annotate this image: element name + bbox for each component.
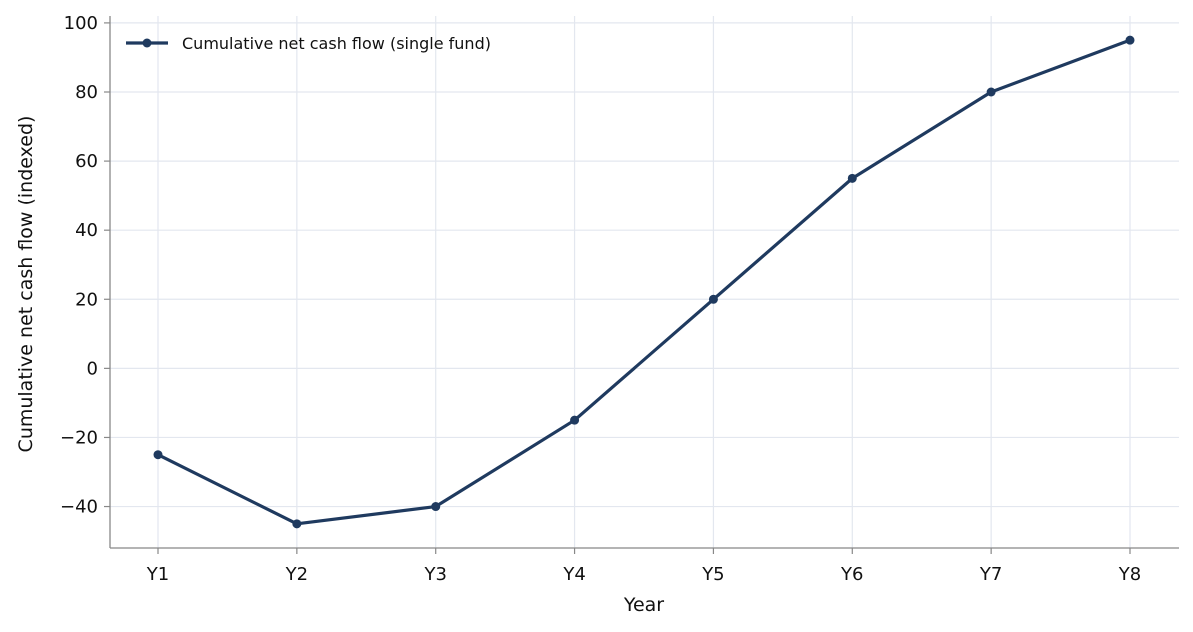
- x-tick-label: Y6: [840, 564, 863, 585]
- data-point: [570, 415, 580, 425]
- x-tick-label: Y2: [285, 564, 308, 585]
- data-point: [986, 87, 996, 97]
- x-tick-label: Y4: [562, 564, 585, 585]
- x-tick-label: Y1: [146, 564, 169, 585]
- y-axis-title: Cumulative net cash flow (indexed): [15, 116, 37, 453]
- series: [153, 35, 1135, 529]
- y-tick-label: −40: [60, 497, 98, 518]
- legend-label: Cumulative net cash flow (single fund): [182, 34, 491, 53]
- x-tick-label: Y3: [423, 564, 446, 585]
- y-tick-label: 20: [75, 289, 98, 310]
- legend-marker: [142, 38, 152, 48]
- y-tick-label: −20: [60, 427, 98, 448]
- y-tick-label: 100: [64, 13, 98, 34]
- y-tick-label: 60: [75, 151, 98, 172]
- y-tick-label: 40: [75, 220, 98, 241]
- grid: [110, 16, 1179, 548]
- y-tick-label: 0: [87, 358, 98, 379]
- series-line: [156, 38, 1132, 526]
- data-point: [153, 450, 163, 460]
- data-point: [847, 173, 857, 183]
- data-point: [431, 502, 441, 512]
- x-tick-label: Y5: [701, 564, 724, 585]
- y-tick-label: 80: [75, 82, 98, 103]
- legend: Cumulative net cash flow (single fund): [126, 34, 491, 53]
- x-axis-title: Year: [623, 594, 664, 616]
- data-point: [292, 519, 302, 529]
- data-point: [1125, 35, 1135, 45]
- x-tick-label: Y8: [1118, 564, 1141, 585]
- x-tick-label: Y7: [979, 564, 1002, 585]
- data-point: [708, 294, 718, 304]
- axes: −40 −20 0 20 40 60 80 100 Y1 Y2 Y3 Y4 Y5 Y6 Y7 Y8: [60, 13, 1179, 585]
